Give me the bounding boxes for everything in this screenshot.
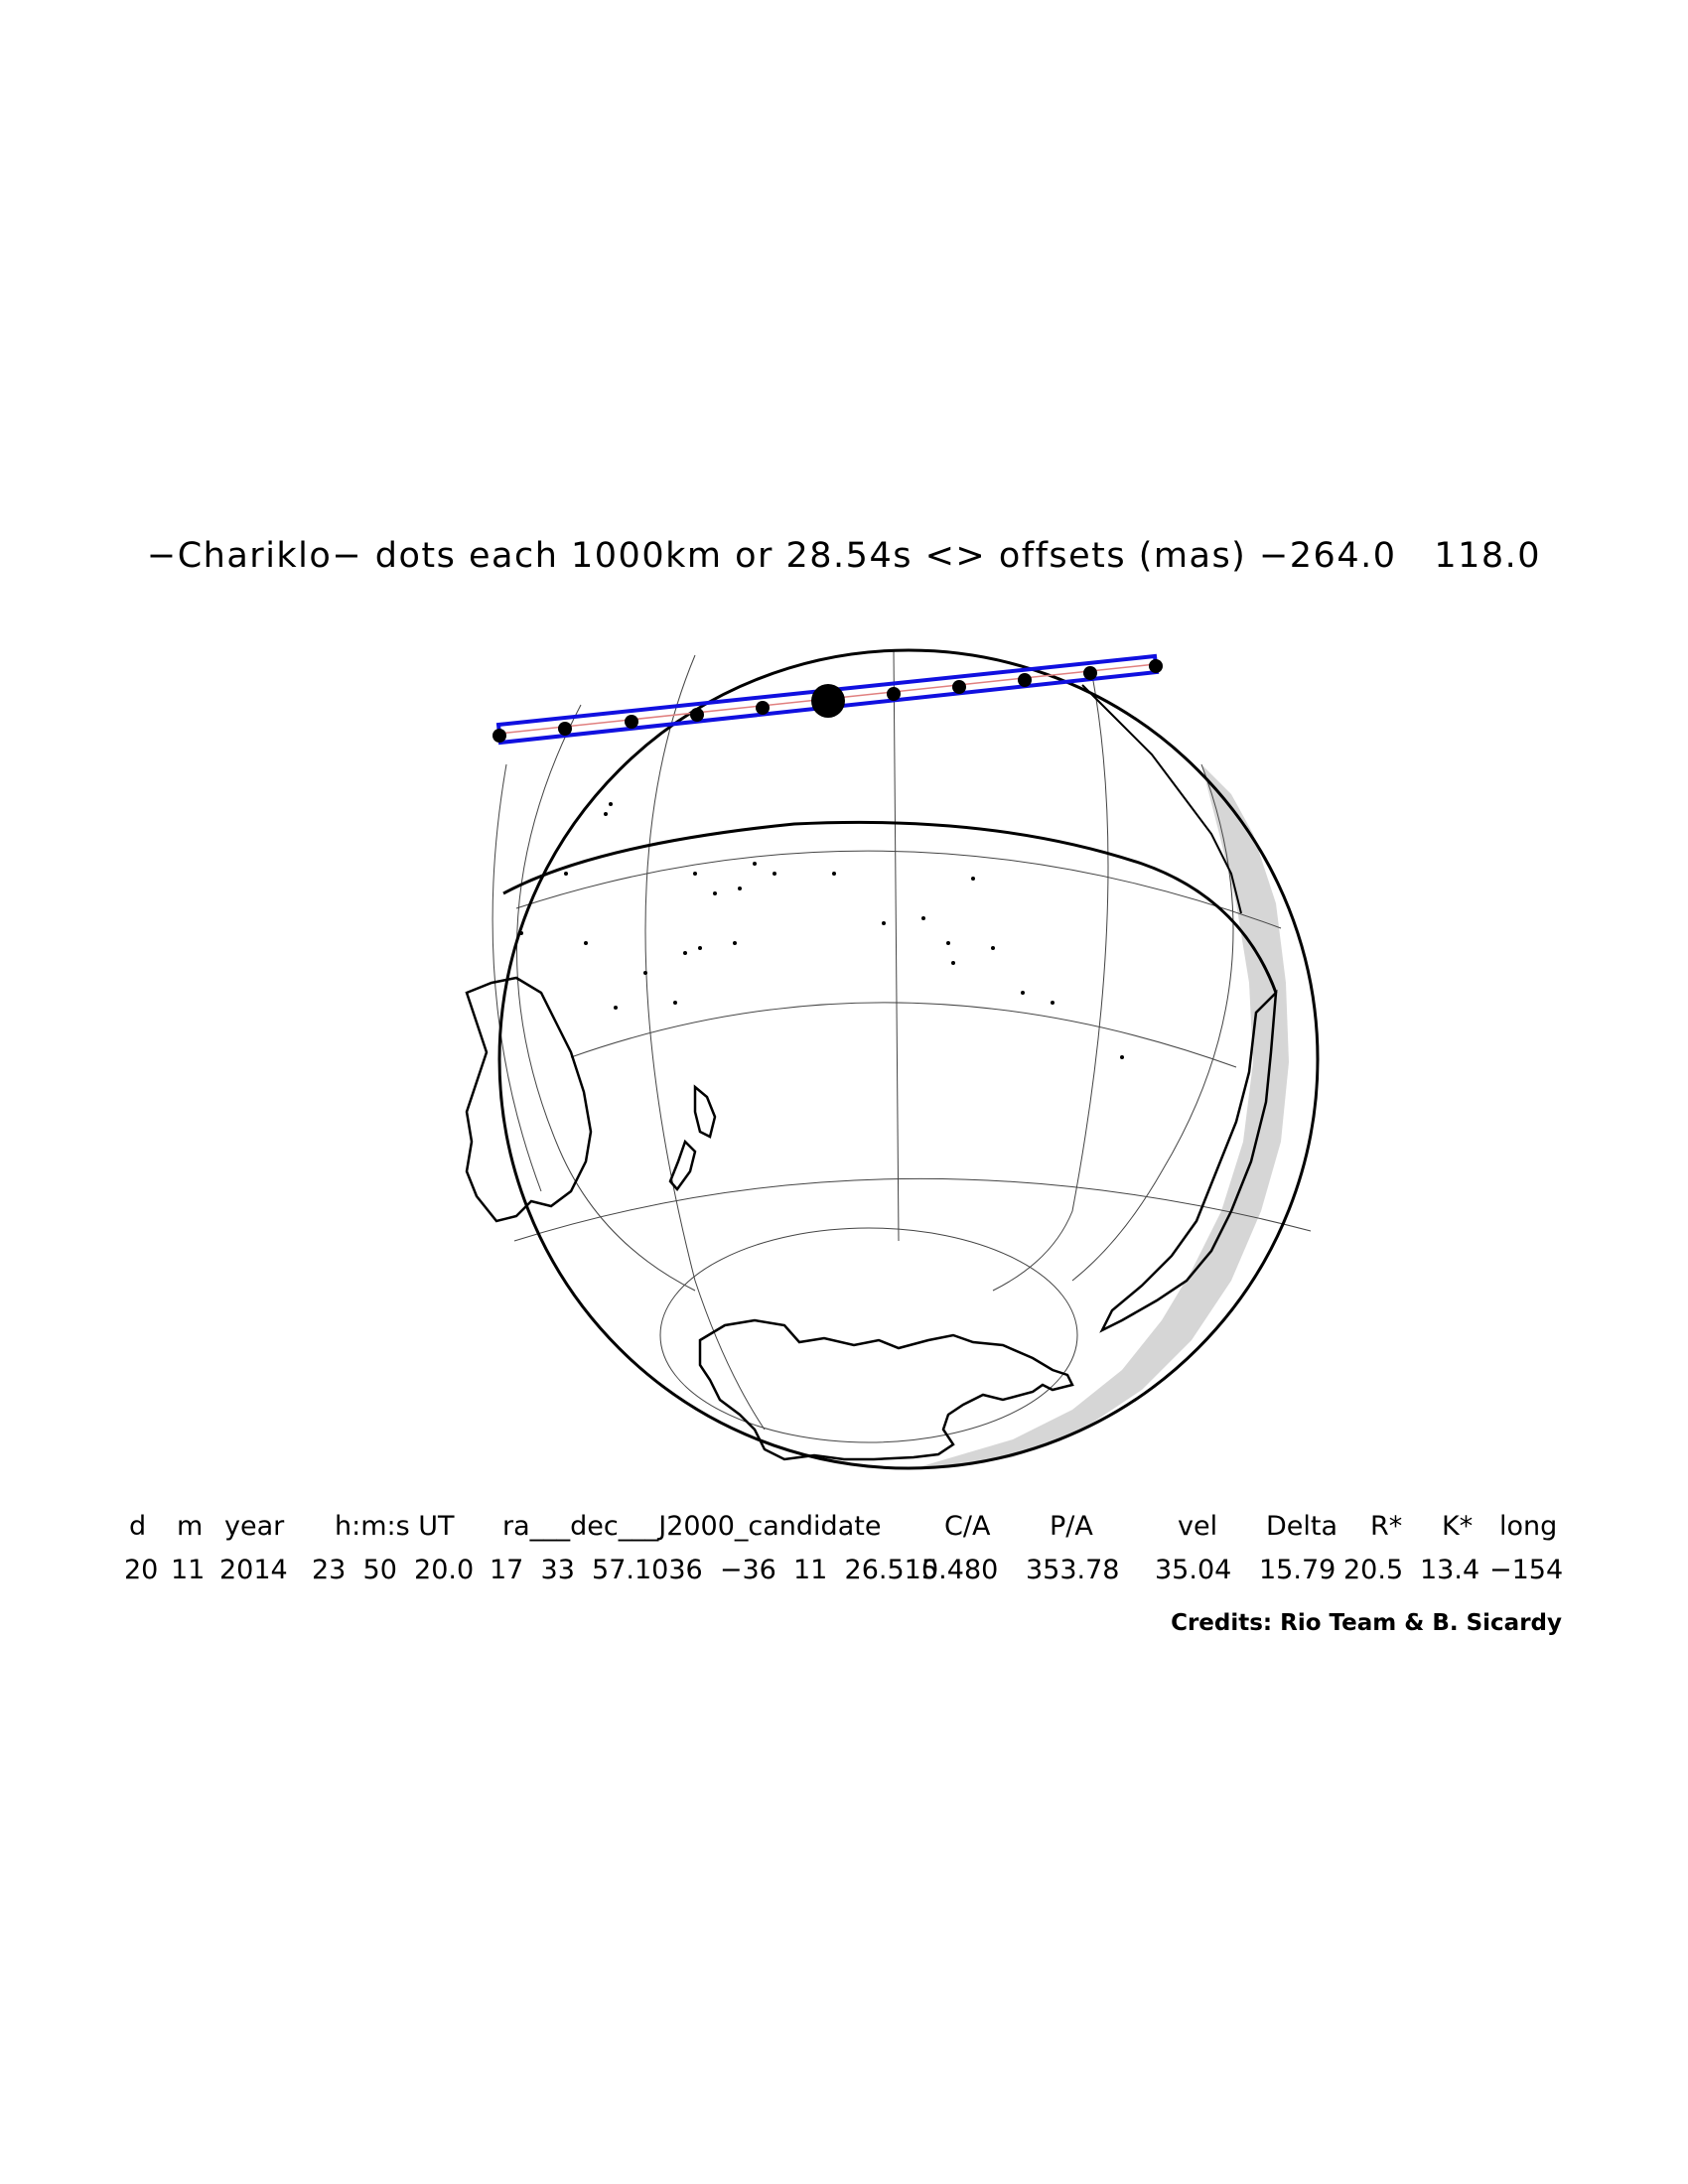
value-pa: 353.78 [1026, 1555, 1120, 1585]
value-delta: 15.79 [1259, 1555, 1336, 1585]
value-m: 11 [171, 1555, 206, 1585]
value-k-star: 13.4 [1420, 1555, 1480, 1585]
header-m: m [177, 1511, 204, 1542]
value-long: −154 [1489, 1555, 1564, 1585]
map-title: −Chariklo− dots each 1000km or 28.54s <>… [146, 536, 1542, 576]
night-shading [918, 764, 1289, 1467]
header-delta: Delta [1266, 1511, 1338, 1542]
value-vel: 35.04 [1155, 1555, 1232, 1585]
header-ca: C/A [944, 1511, 991, 1542]
header-vel: vel [1178, 1511, 1218, 1542]
australia [465, 976, 593, 1223]
value-r-star: 20.5 [1343, 1555, 1404, 1585]
credits: Credits: Rio Team & B. Sicardy [1171, 1610, 1562, 1636]
track-dots [492, 659, 1163, 743]
value-ca: 0.480 [921, 1555, 999, 1585]
value-year: 2014 [219, 1555, 288, 1585]
value-ra-dec: 17 33 57.1036 −36 11 26.515 [490, 1555, 938, 1585]
header-ra-dec: ra___dec___J2000_candidate [502, 1511, 882, 1542]
globe-outline [497, 648, 1320, 1470]
header-r-star: R* [1370, 1511, 1403, 1542]
header-d: d [129, 1511, 147, 1542]
pacific-islands [519, 802, 1124, 1059]
header-long: long [1499, 1511, 1558, 1542]
header-time: h:m:s UT [335, 1511, 455, 1542]
new-zealand [668, 1084, 717, 1192]
header-k-star: K* [1442, 1511, 1474, 1542]
header-pa: P/A [1050, 1511, 1093, 1542]
header-year: year [224, 1511, 285, 1542]
south-america-coast [1099, 989, 1278, 1333]
equator [502, 820, 1278, 994]
value-d: 20 [124, 1555, 159, 1585]
antarctica [698, 1318, 1074, 1461]
north-america-coast [1081, 684, 1242, 914]
graticule [492, 649, 1312, 1443]
value-time: 23 50 20.0 [312, 1555, 475, 1585]
